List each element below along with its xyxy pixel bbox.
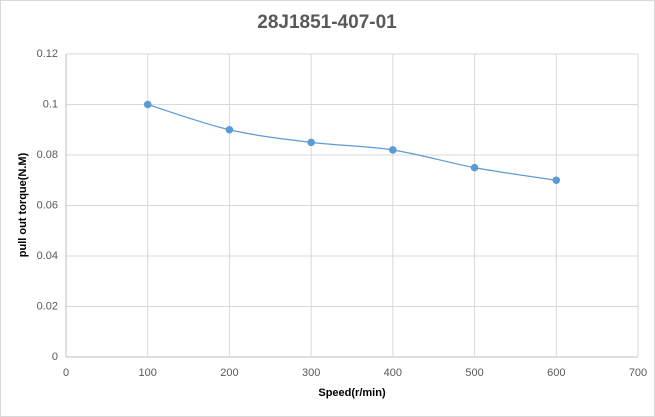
series-line xyxy=(147,103,557,181)
y-tick-label: 0 xyxy=(52,351,58,363)
data-point xyxy=(307,138,315,147)
y-tick-label: 0.12 xyxy=(37,48,58,60)
x-tick-label: 400 xyxy=(384,367,402,379)
data-point xyxy=(225,125,234,134)
x-tick-label: 100 xyxy=(139,367,157,379)
y-axis-title: pull out torque(N.M) xyxy=(17,152,29,257)
x-tick-label: 0 xyxy=(63,367,69,379)
data-point xyxy=(470,163,479,172)
x-tick-label: 600 xyxy=(547,367,565,379)
y-tick-label: 0.06 xyxy=(37,199,58,211)
data-point xyxy=(143,100,152,109)
y-tick-label: 0.08 xyxy=(37,149,58,161)
x-tick-label: 300 xyxy=(302,367,320,379)
x-tick-label: 700 xyxy=(629,367,647,379)
data-point xyxy=(552,176,561,185)
chart-title: 28J1851-407-01 xyxy=(257,12,397,33)
x-axis-title: Speed(r/min) xyxy=(318,387,386,399)
y-tick-label: 0.1 xyxy=(43,98,58,110)
x-tick-label: 500 xyxy=(465,367,483,379)
y-tick-label: 0.04 xyxy=(37,250,58,262)
x-tick-label: 200 xyxy=(220,367,238,379)
y-tick-label: 0.02 xyxy=(37,300,58,312)
data-point xyxy=(389,146,397,154)
